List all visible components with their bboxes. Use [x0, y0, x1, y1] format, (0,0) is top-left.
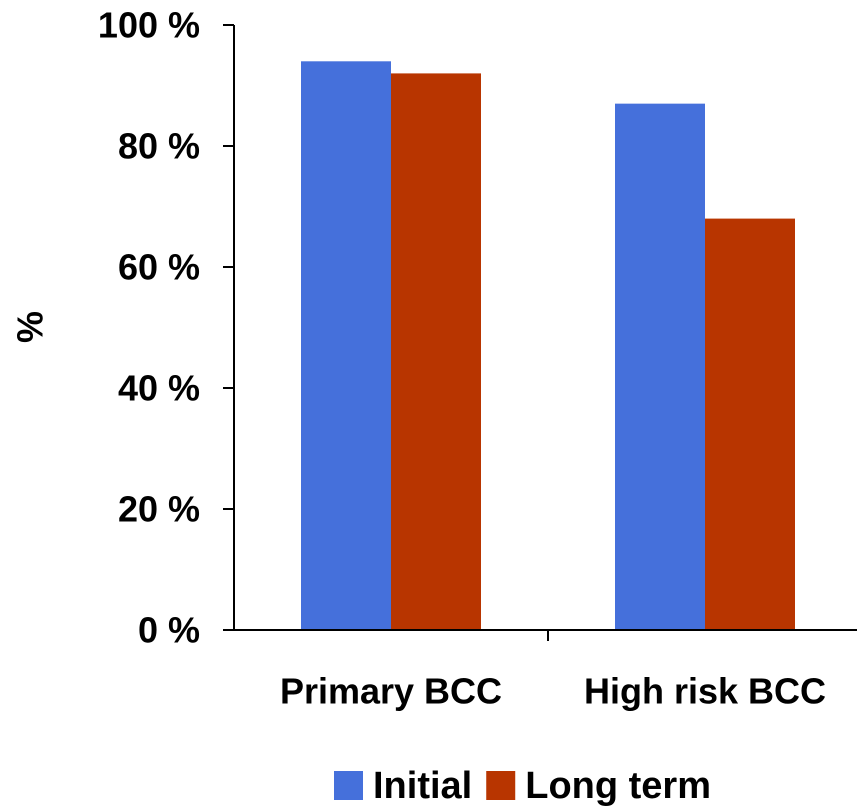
- legend: Initial Long term: [334, 765, 711, 807]
- y-tick-label: 60 %: [118, 247, 200, 288]
- bar-initial: [301, 61, 391, 631]
- legend-label: Initial: [373, 765, 472, 807]
- y-tick-label: 80 %: [118, 126, 200, 167]
- bars-group: [301, 61, 795, 631]
- legend-swatch: [334, 771, 363, 800]
- y-axis-label: %: [10, 311, 51, 343]
- category-label: Primary BCC: [280, 671, 502, 712]
- y-tick-label: 40 %: [118, 368, 200, 409]
- y-tick-label: 100 %: [98, 5, 200, 46]
- bar-initial: [615, 103, 705, 630]
- y-tick-label: 0 %: [138, 610, 200, 651]
- category-label: High risk BCC: [584, 671, 826, 712]
- y-tick-label: 20 %: [118, 489, 200, 530]
- bar-long-term: [391, 73, 481, 630]
- y-ticks-group: 0 % 20 % 40 % 60 % 80 % 100 %: [98, 5, 234, 651]
- legend-swatch: [486, 771, 516, 800]
- bar-long-term: [705, 218, 795, 630]
- category-labels-group: Primary BCC High risk BCC: [280, 671, 826, 712]
- legend-label: Long term: [525, 765, 711, 807]
